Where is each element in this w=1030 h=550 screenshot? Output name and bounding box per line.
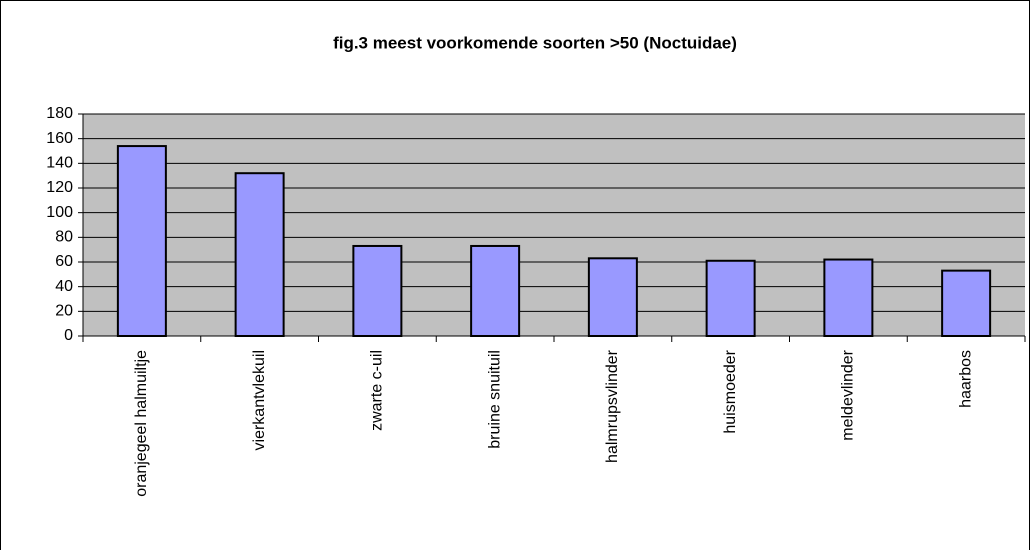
y-tick-label: 140 [46, 155, 73, 172]
x-tick-label: vierkantvlekuil [251, 350, 268, 450]
bar [234, 172, 285, 337]
y-tick-label: 180 [46, 105, 73, 122]
y-tick-label: 0 [64, 327, 73, 344]
bar [941, 269, 992, 337]
bar [823, 258, 874, 337]
bar [352, 244, 403, 337]
y-tick-label: 40 [55, 278, 73, 295]
x-tick-label: zwarte c-uil [369, 350, 386, 431]
y-tick-label: 120 [46, 179, 73, 196]
y-tick-label: 100 [46, 204, 73, 221]
x-tick-label: haarbos [957, 350, 974, 408]
y-tick-label: 60 [55, 253, 73, 270]
bar [705, 259, 756, 337]
x-tick-label: bruine snuituil [486, 350, 503, 449]
y-tick-label: 160 [46, 130, 73, 147]
bar [116, 145, 167, 337]
plot-area [83, 114, 1025, 336]
bar [470, 244, 521, 337]
x-tick-label: meldevlinder [840, 349, 857, 440]
x-tick-label: huismoeder [722, 349, 739, 433]
y-tick-label: 20 [55, 303, 73, 320]
bar [587, 257, 638, 337]
y-tick-label: 80 [55, 229, 73, 246]
chart-title: fig.3 meest voorkomende soorten >50 (Noc… [333, 33, 737, 52]
x-tick-label: halmrupsvlinder [604, 349, 621, 463]
x-tick-label: oranjegeel halmuiltje [133, 350, 150, 497]
